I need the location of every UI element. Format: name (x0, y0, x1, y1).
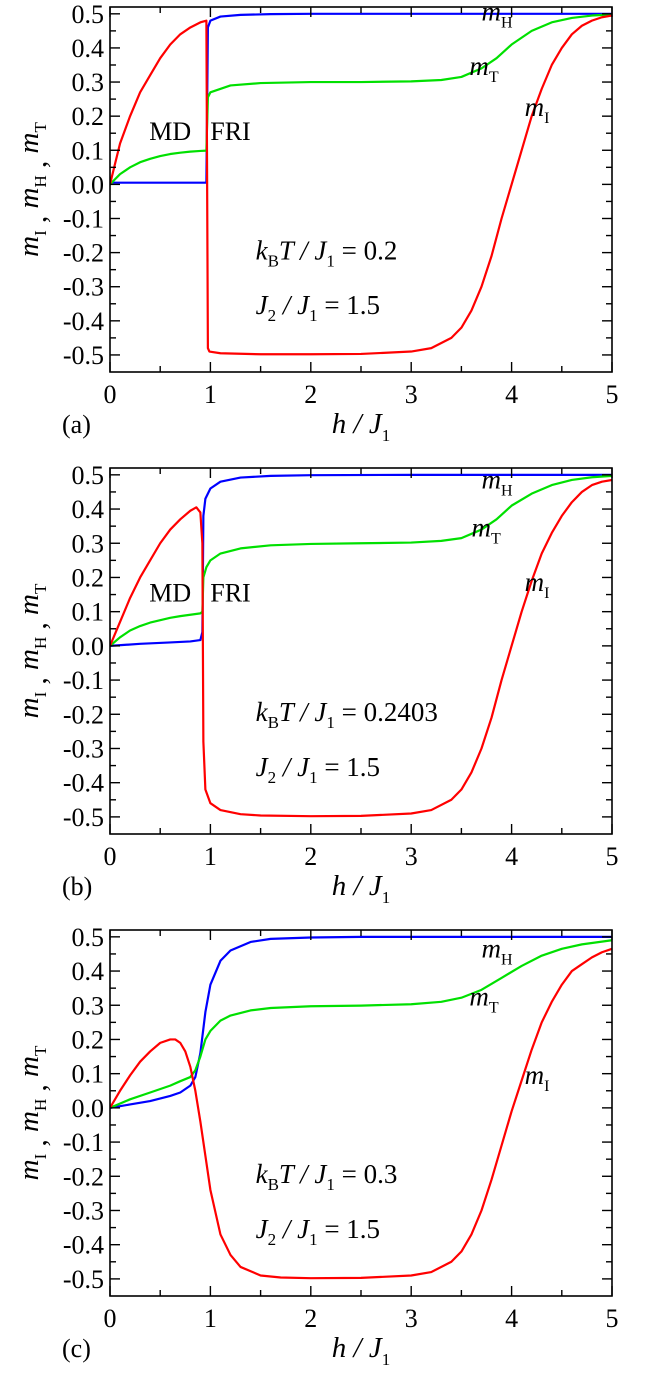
x-tick-label: 2 (304, 842, 317, 871)
y-tick-label: 0.1 (72, 598, 105, 627)
x-tick-label: 1 (204, 842, 217, 871)
series-line-mT (110, 939, 612, 1109)
panel-label: (b) (62, 872, 92, 901)
y-tick-label: -0.1 (63, 1128, 104, 1157)
y-tick-label: -0.3 (63, 1196, 104, 1225)
series-line-mI (110, 478, 612, 818)
x-tick-label: 5 (606, 380, 619, 409)
y-tick-label: 0.1 (72, 1060, 105, 1089)
series-label-mT: mT (469, 51, 499, 86)
x-tick-label: 0 (104, 1304, 117, 1333)
y-tick-label: -0.4 (63, 769, 104, 798)
annotation-line-1: kBT / J1 = 0.2 (256, 235, 398, 270)
series-label-mH: mH (481, 465, 512, 500)
x-axis-title: h / J1 (332, 408, 390, 445)
y-tick-label: 0.5 (72, 0, 105, 29)
chart-panel-3: 0 1 2 3 4 5 -0.5 -0.4 -0.3 -0.2 -0.1 0.0 0.1 0.2 0.3 0.… (13, 923, 619, 1369)
y-tick-label: 0.0 (72, 632, 105, 661)
panel-label: (a) (62, 410, 91, 439)
series-line-mI (110, 947, 612, 1280)
y-tick-label: 0.3 (72, 991, 105, 1020)
annotation-line-2: J2 / J1 = 1.5 (256, 290, 380, 325)
x-tick-label: 5 (606, 1304, 619, 1333)
y-axis-title: mI , mH , mT (13, 583, 53, 718)
x-tick-label: 3 (405, 380, 418, 409)
y-tick-label: 0.4 (72, 957, 105, 986)
x-tick-label: 1 (204, 1304, 217, 1333)
y-tick-label: -0.5 (63, 341, 104, 370)
phase-label-md: MD (149, 117, 191, 146)
series-label-mH: mH (481, 0, 512, 32)
series-line-mT (110, 13, 612, 186)
y-tick-label: -0.3 (63, 734, 104, 763)
series-line-mI (110, 14, 612, 356)
y-tick-label: 0.5 (72, 923, 105, 952)
annotation-line-2: J2 / J1 = 1.5 (256, 1214, 380, 1249)
x-tick-label: 3 (405, 1304, 418, 1333)
y-tick-label: -0.2 (63, 700, 104, 729)
chart-panel-2: 0 1 2 3 4 5 -0.5 -0.4 -0.3 -0.2 -0.1 0.0 0.1 0.2 0.3 0.… (13, 461, 619, 907)
y-tick-label: 0.5 (72, 461, 105, 490)
phase-label-fri: FRI (210, 578, 250, 607)
y-axis-title: mI , mH , mT (13, 1045, 53, 1180)
series-line-mH (110, 12, 612, 184)
x-axis-title: h / J1 (332, 870, 390, 907)
annotation-line-1: kBT / J1 = 0.2403 (256, 697, 438, 732)
series-label-mI: mI (525, 1060, 550, 1095)
x-tick-label: 2 (304, 380, 317, 409)
y-tick-label: 0.3 (72, 68, 105, 97)
y-tick-label: -0.3 (63, 273, 104, 302)
y-tick-label: -0.5 (63, 1265, 104, 1294)
y-tick-label: -0.2 (63, 239, 104, 268)
y-tick-label: 0.4 (72, 495, 105, 524)
y-tick-label: -0.5 (63, 803, 104, 832)
x-tick-label: 2 (304, 1304, 317, 1333)
chart-panel-1: 0 1 2 3 4 5 -0.5 -0.4 -0.3 -0.2 -0.1 0.0 0.1 0.2 0.3 0.… (13, 0, 619, 445)
x-tick-label: 0 (104, 842, 117, 871)
y-tick-label: -0.1 (63, 204, 104, 233)
phase-label-md: MD (149, 578, 191, 607)
y-tick-label: -0.4 (63, 307, 104, 336)
y-tick-label: -0.4 (63, 1231, 104, 1260)
annotation-line-2: J2 / J1 = 1.5 (256, 752, 380, 787)
y-tick-label: 0.2 (72, 102, 105, 131)
series-label-mT: mT (469, 981, 499, 1016)
y-axis-title: mI , mH , mT (13, 122, 53, 257)
y-tick-label: 0.2 (72, 563, 105, 592)
x-tick-label: 4 (505, 380, 518, 409)
y-tick-label: 0.1 (72, 136, 105, 165)
phase-label-fri: FRI (210, 117, 250, 146)
annotation-line-1: kBT / J1 = 0.3 (256, 1159, 398, 1194)
x-tick-label: 0 (104, 380, 117, 409)
series-line-mH (110, 473, 612, 647)
x-tick-label: 5 (606, 842, 619, 871)
y-tick-label: 0.0 (72, 170, 105, 199)
x-tick-label: 4 (505, 1304, 518, 1333)
series-line-mT (110, 474, 612, 647)
y-tick-label: 0.4 (72, 34, 105, 63)
x-tick-label: 4 (505, 842, 518, 871)
series-label-mT: mT (471, 512, 501, 547)
series-label-mH: mH (481, 933, 512, 968)
series-line-mH (110, 935, 612, 1109)
x-axis-title: h / J1 (332, 1332, 390, 1369)
y-tick-label: 0.3 (72, 529, 105, 558)
y-tick-label: 0.0 (72, 1094, 105, 1123)
y-tick-label: 0.2 (72, 1025, 105, 1054)
series-label-mI: mI (525, 92, 550, 127)
series-label-mI: mI (525, 567, 550, 602)
y-tick-label: -0.2 (63, 1162, 104, 1191)
panel-label: (c) (62, 1334, 91, 1363)
x-tick-label: 1 (204, 380, 217, 409)
x-tick-label: 3 (405, 842, 418, 871)
y-tick-label: -0.1 (63, 666, 104, 695)
